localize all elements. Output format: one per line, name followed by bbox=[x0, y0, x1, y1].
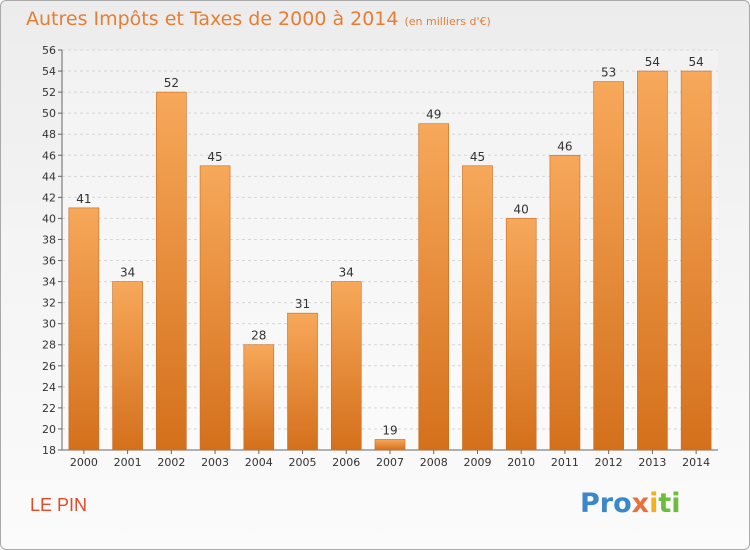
data-label: 49 bbox=[426, 108, 441, 122]
bar bbox=[199, 165, 231, 451]
city-name: LE PIN bbox=[30, 495, 88, 515]
y-tick-labels: 18 20 22 24 26 28 30 32 34 36 38 40 42 44 46 48 50 52 54 56 bbox=[42, 44, 56, 457]
y-tick-label: 24 bbox=[42, 381, 56, 394]
bar bbox=[637, 70, 668, 451]
chart-subtitle: (en milliers d'€) bbox=[404, 15, 491, 28]
proxiti-logo: Proxiti bbox=[580, 488, 681, 519]
data-label: 53 bbox=[601, 66, 616, 80]
y-tick-label: 22 bbox=[42, 402, 56, 415]
chart-title-main: Autres Impôts et Taxes de 2000 à 2014 bbox=[26, 8, 399, 30]
y-tick-label: 38 bbox=[42, 233, 56, 246]
y-tick-label: 40 bbox=[42, 212, 56, 225]
x-tick-labels: 2000 2001 2002 2003 2004 2005 2006 2007 2008 2009… bbox=[70, 456, 710, 469]
bar bbox=[505, 218, 537, 451]
bar bbox=[680, 70, 712, 451]
y-tick-label: 48 bbox=[42, 128, 56, 141]
x-tick-label: 2008 bbox=[420, 456, 448, 469]
x-tick-label: 2005 bbox=[289, 456, 317, 469]
data-label: 34 bbox=[120, 266, 135, 280]
data-label: 45 bbox=[207, 150, 222, 164]
y-tick-label: 54 bbox=[42, 65, 56, 78]
x-tick-label: 2000 bbox=[70, 456, 98, 469]
x-tick-label: 2007 bbox=[376, 456, 404, 469]
data-label: 41 bbox=[76, 192, 91, 206]
bar bbox=[112, 281, 143, 451]
x-tick-label: 2006 bbox=[332, 456, 360, 469]
bar bbox=[243, 344, 275, 451]
x-tick-label: 2002 bbox=[157, 456, 185, 469]
x-tick-label: 2012 bbox=[595, 456, 623, 469]
chart-title: Autres Impôts et Taxes de 2000 à 2014 (en… bbox=[26, 8, 491, 30]
x-tick-label: 2001 bbox=[114, 456, 142, 469]
data-label: 19 bbox=[382, 423, 397, 437]
y-tick-label: 20 bbox=[42, 423, 56, 436]
x-tick-label: 2003 bbox=[201, 456, 229, 469]
bar bbox=[549, 154, 581, 451]
y-tick-label: 36 bbox=[42, 255, 56, 268]
x-tick-label: 2013 bbox=[638, 456, 666, 469]
y-tick-label: 52 bbox=[42, 86, 56, 99]
x-tick-label: 2004 bbox=[245, 456, 273, 469]
logo-part-4: ti bbox=[658, 488, 681, 519]
y-tick-label: 44 bbox=[42, 170, 56, 183]
data-label: 31 bbox=[295, 297, 310, 311]
y-tick-label: 34 bbox=[42, 276, 56, 289]
x-tick-label: 2011 bbox=[551, 456, 579, 469]
y-tick-label: 46 bbox=[42, 149, 56, 162]
value-labels: 41 34 52 45 28 31 34 19 49 45 40 46 53 54 54 bbox=[76, 55, 704, 437]
logo-part-1: Pro bbox=[580, 488, 632, 519]
y-tick-label: 30 bbox=[42, 318, 56, 331]
bar bbox=[593, 81, 624, 451]
y-tick-label: 18 bbox=[42, 444, 56, 457]
bar bbox=[330, 281, 362, 451]
y-tick-label: 26 bbox=[42, 360, 56, 373]
y-tick-label: 42 bbox=[42, 191, 56, 204]
bar bbox=[68, 207, 100, 451]
data-label: 46 bbox=[557, 139, 572, 153]
data-label: 40 bbox=[514, 202, 529, 216]
data-label: 54 bbox=[688, 55, 703, 69]
bar bbox=[418, 123, 450, 451]
data-label: 52 bbox=[164, 76, 179, 90]
data-label: 34 bbox=[339, 266, 354, 280]
x-tick-label: 2014 bbox=[682, 456, 710, 469]
logo-part-3: i bbox=[649, 488, 659, 519]
y-tick-label: 56 bbox=[42, 44, 56, 57]
bars bbox=[68, 70, 712, 451]
logo-part-2: x bbox=[631, 488, 650, 519]
bar bbox=[156, 91, 187, 451]
data-label: 45 bbox=[470, 150, 485, 164]
y-tick-label: 28 bbox=[42, 339, 56, 352]
y-tick-label: 50 bbox=[42, 107, 56, 120]
bar bbox=[287, 312, 318, 451]
x-tick-label: 2010 bbox=[507, 456, 535, 469]
data-label: 54 bbox=[645, 55, 660, 69]
bar bbox=[462, 165, 493, 451]
bar bbox=[374, 439, 406, 451]
y-tick-label: 32 bbox=[42, 297, 56, 310]
data-label: 28 bbox=[251, 329, 266, 343]
x-tick-label: 2009 bbox=[463, 456, 491, 469]
